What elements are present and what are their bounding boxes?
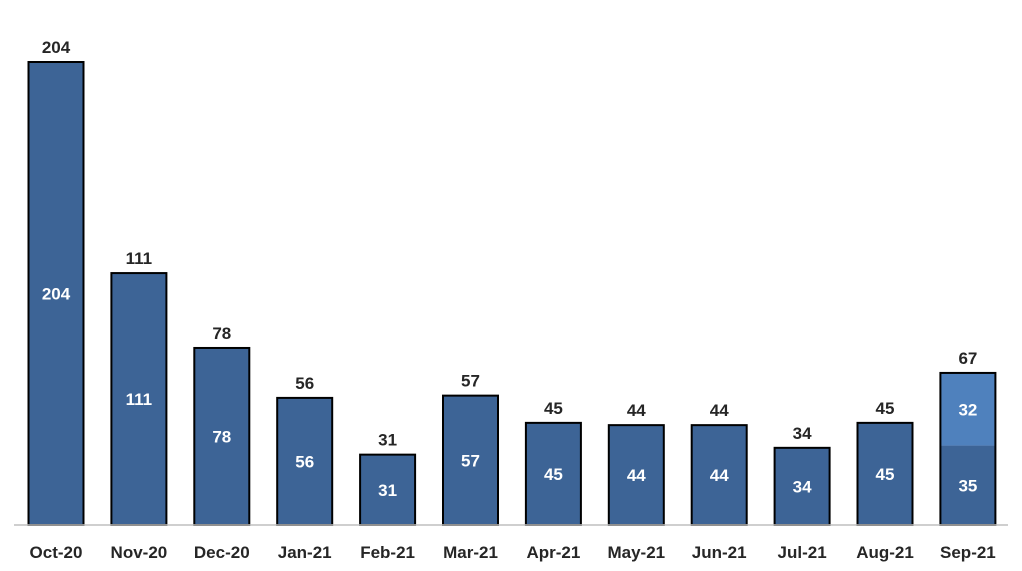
labels-group: 204 204 Oct-20 111 111 Nov-20 78 78 Dec-20 56 56 Ja…	[30, 38, 996, 562]
total-label-oct-20: 204	[42, 38, 71, 57]
x-tick-label-jun-21: Jun-21	[692, 543, 747, 562]
x-tick-label-may-21: May-21	[607, 543, 665, 562]
bar-apr-21-s1	[525, 422, 581, 525]
bar-jun-21-s1	[691, 425, 747, 525]
total-label-nov-20: 111	[126, 249, 153, 268]
bar-may-21-s1	[608, 425, 664, 525]
x-tick-label-aug-21: Aug-21	[856, 543, 914, 562]
data-label-sep-21-s2: 32	[958, 400, 977, 419]
x-tick-label-dec-20: Dec-20	[194, 543, 250, 562]
x-tick-label-mar-21: Mar-21	[443, 543, 498, 562]
bars-group	[27, 61, 997, 527]
bar-dec-20-s1	[194, 347, 250, 525]
total-label-aug-21: 45	[876, 399, 895, 418]
data-label-mar-21-s1: 57	[461, 451, 480, 470]
bar-sep-21-s2	[940, 372, 996, 446]
x-tick-label-oct-20: Oct-20	[30, 543, 83, 562]
data-label-apr-21-s1: 45	[544, 465, 563, 484]
data-label-aug-21-s1: 45	[876, 465, 895, 484]
data-label-jul-21-s1: 34	[793, 477, 812, 496]
bar-oct-20-s1	[28, 62, 84, 525]
bar-feb-21-s1	[360, 454, 416, 525]
x-tick-label-apr-21: Apr-21	[526, 543, 580, 562]
x-tick-label-jan-21: Jan-21	[278, 543, 332, 562]
data-label-jun-21-s1: 44	[710, 466, 729, 485]
data-label-feb-21-s1: 31	[378, 481, 397, 500]
total-label-jul-21: 34	[793, 424, 812, 443]
data-label-dec-20-s1: 78	[212, 427, 231, 446]
total-label-mar-21: 57	[461, 372, 480, 391]
total-label-sep-21: 67	[958, 349, 977, 368]
data-label-sep-21-s1: 35	[958, 476, 977, 495]
data-label-nov-20-s1: 111	[126, 390, 153, 409]
data-label-oct-20-s1: 204	[42, 285, 71, 304]
total-label-feb-21: 31	[378, 431, 397, 450]
x-tick-label-jul-21: Jul-21	[778, 543, 827, 562]
total-label-apr-21: 45	[544, 399, 563, 418]
total-label-dec-20: 78	[212, 324, 231, 343]
bar-sep-21-s1	[940, 445, 996, 525]
x-tick-label-sep-21: Sep-21	[940, 543, 996, 562]
data-label-may-21-s1: 44	[627, 466, 646, 485]
total-label-jun-21: 44	[710, 401, 729, 420]
x-tick-label-nov-20: Nov-20	[111, 543, 168, 562]
bar-aug-21-s1	[857, 422, 913, 525]
bar-jul-21-s1	[774, 447, 830, 525]
data-label-jan-21-s1: 56	[295, 452, 314, 471]
total-label-may-21: 44	[627, 401, 646, 420]
bar-jan-21-s1	[277, 397, 333, 525]
total-label-jan-21: 56	[295, 374, 314, 393]
x-tick-label-feb-21: Feb-21	[360, 543, 415, 562]
bar-nov-20-s1	[111, 273, 167, 525]
bar-mar-21-s1	[443, 395, 498, 525]
